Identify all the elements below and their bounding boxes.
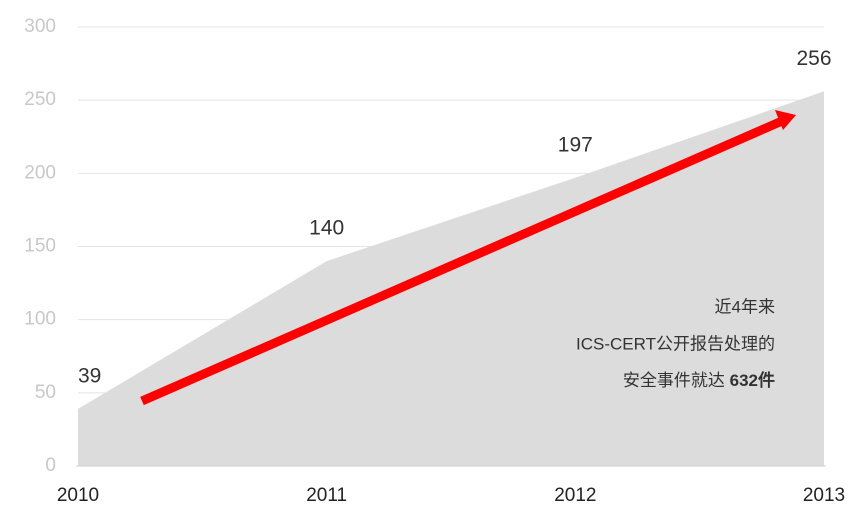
value-label: 197 [558,133,593,156]
y-tick-label: 50 [35,382,56,403]
value-label: 140 [309,217,344,240]
annotation-line: 近4年来 [715,297,775,316]
annotation-emphasis: 632件 [730,370,775,390]
y-tick-label: 200 [24,162,56,183]
y-tick-label: 150 [24,236,56,257]
trend-arrow [140,116,784,406]
value-label: 256 [796,47,831,70]
arrow-head [775,110,796,130]
x-tick-label: 2010 [57,485,99,506]
y-tick-label: 100 [24,309,56,330]
y-tick-label: 0 [45,455,56,476]
y-tick-label: 250 [24,89,56,110]
x-tick-label: 2011 [306,485,347,506]
annotation-line: 安全事件就达 632件 [623,370,775,390]
annotation-text: 安全事件就达 [623,371,725,390]
x-tick-label: 2013 [803,485,845,506]
y-tick-label: 300 [24,16,56,37]
x-tick-label: 2012 [554,485,596,506]
annotation-line: ICS-CERT公开报告处理的 [576,334,775,353]
value-label: 39 [78,364,101,387]
